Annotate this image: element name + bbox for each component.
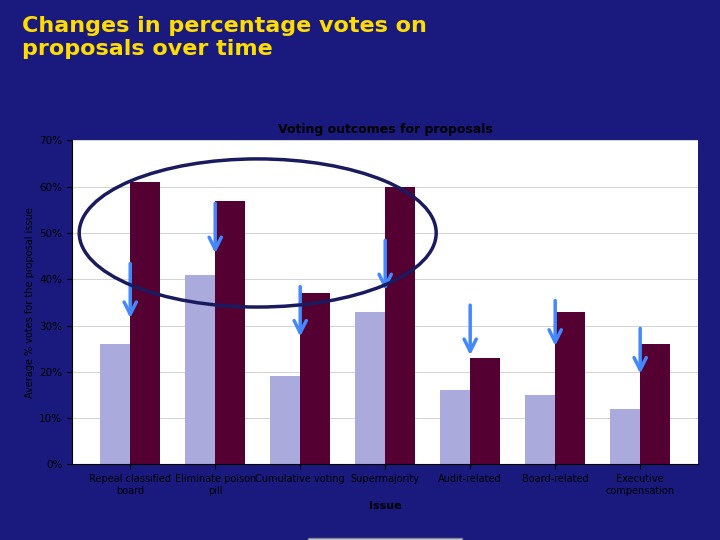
Bar xyxy=(215,200,245,464)
Y-axis label: Average % votes for the proposal issue: Average % votes for the proposal issue xyxy=(25,207,35,398)
Bar xyxy=(300,293,330,464)
Bar xyxy=(130,182,160,464)
X-axis label: Issue: Issue xyxy=(369,501,402,511)
Bar xyxy=(555,312,585,464)
Bar xyxy=(470,358,500,464)
Bar xyxy=(611,409,640,464)
Legend: 1997-1994, 2005: 1997-1994, 2005 xyxy=(308,538,462,540)
Bar xyxy=(526,395,555,464)
Bar xyxy=(356,312,385,464)
Title: Voting outcomes for proposals: Voting outcomes for proposals xyxy=(278,124,492,137)
Bar xyxy=(385,187,415,464)
Bar xyxy=(186,275,215,464)
Bar xyxy=(441,390,470,464)
Bar xyxy=(101,344,130,464)
Bar xyxy=(640,344,670,464)
Bar xyxy=(271,376,300,464)
Text: Changes in percentage votes on
proposals over time: Changes in percentage votes on proposals… xyxy=(22,16,426,59)
